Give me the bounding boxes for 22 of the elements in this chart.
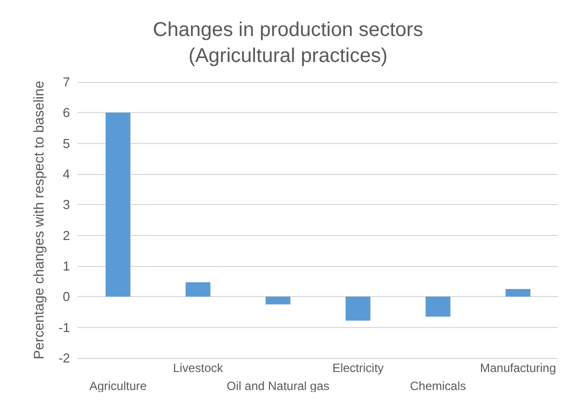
bar xyxy=(266,296,290,304)
y-tick-label: 6 xyxy=(62,105,70,120)
y-tick-label: 2 xyxy=(62,228,70,243)
y-axis-title: Percentage changes with respect to baseline xyxy=(30,80,47,360)
bar xyxy=(186,282,210,297)
chart-title: Changes in production sectors (Agricultural practices) xyxy=(152,19,424,67)
x-tick-label: Manufacturing xyxy=(480,361,556,375)
x-tick-label: Livestock xyxy=(172,361,224,375)
bar xyxy=(506,289,530,297)
x-tick-label: Electricity xyxy=(332,361,384,375)
y-tick-label: 5 xyxy=(62,136,70,151)
y-tick-label: -1 xyxy=(58,320,70,335)
y-tick-label: -2 xyxy=(58,350,70,366)
bar xyxy=(346,296,370,321)
y-tick-label: 4 xyxy=(62,166,70,182)
bar xyxy=(106,112,130,297)
x-tick-label: Chemicals xyxy=(410,379,466,393)
y-tick-label: 7 xyxy=(62,74,70,90)
y-tick-label: 3 xyxy=(62,197,70,212)
bar xyxy=(426,296,450,317)
y-tick-label: 0 xyxy=(62,289,70,304)
y-tick-label: 1 xyxy=(62,258,70,274)
